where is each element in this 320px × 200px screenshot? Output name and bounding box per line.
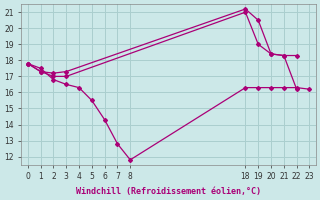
- X-axis label: Windchill (Refroidissement éolien,°C): Windchill (Refroidissement éolien,°C): [76, 187, 261, 196]
